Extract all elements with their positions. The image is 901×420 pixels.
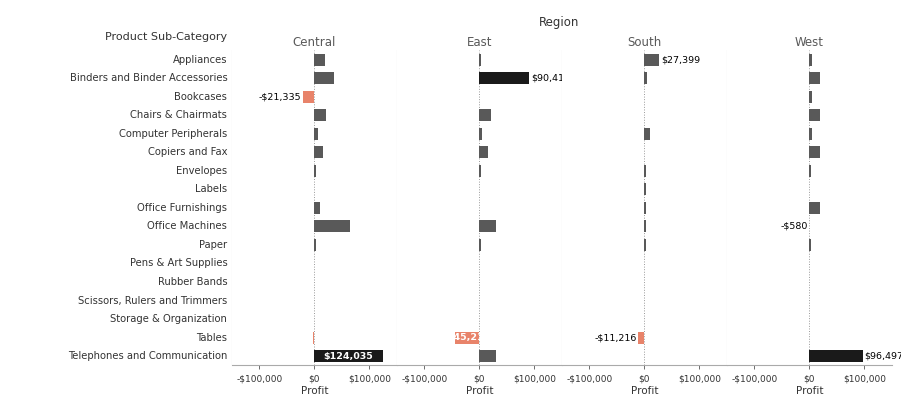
- Text: Storage & Organization: Storage & Organization: [111, 314, 227, 324]
- Text: -$45,218: -$45,218: [443, 333, 491, 342]
- Bar: [314, 165, 316, 177]
- Bar: [809, 146, 821, 158]
- Bar: [479, 109, 491, 121]
- Bar: [809, 165, 811, 177]
- Text: Product Sub-Category: Product Sub-Category: [105, 32, 227, 42]
- Bar: [314, 109, 326, 121]
- Text: Office Furnishings: Office Furnishings: [137, 203, 227, 213]
- Bar: [479, 128, 482, 140]
- Text: Bookcases: Bookcases: [175, 92, 227, 102]
- Text: Region: Region: [539, 16, 578, 29]
- Bar: [479, 72, 529, 84]
- Bar: [644, 72, 647, 84]
- Text: Labels: Labels: [196, 184, 227, 194]
- Bar: [809, 202, 821, 214]
- Text: Pens & Art Supplies: Pens & Art Supplies: [130, 258, 227, 268]
- Bar: [809, 350, 862, 362]
- Bar: [314, 202, 320, 214]
- Text: -$580: -$580: [780, 222, 807, 231]
- Text: $27,399: $27,399: [661, 55, 700, 64]
- Bar: [644, 220, 646, 232]
- Bar: [644, 54, 660, 66]
- Bar: [314, 72, 333, 84]
- X-axis label: Profit: Profit: [796, 386, 824, 396]
- Bar: [479, 54, 481, 66]
- Bar: [314, 54, 325, 66]
- Text: Appliances: Appliances: [173, 55, 227, 65]
- Title: South: South: [627, 36, 661, 49]
- Bar: [314, 220, 350, 232]
- Bar: [644, 184, 645, 195]
- Text: Binders and Binder Accessories: Binders and Binder Accessories: [69, 73, 227, 83]
- Text: Office Machines: Office Machines: [148, 221, 227, 231]
- Bar: [809, 91, 812, 103]
- Text: Envelopes: Envelopes: [177, 166, 227, 176]
- X-axis label: Profit: Profit: [301, 386, 328, 396]
- Bar: [644, 239, 645, 251]
- Bar: [644, 165, 645, 177]
- Bar: [644, 128, 650, 140]
- Text: Telephones and Communication: Telephones and Communication: [68, 351, 227, 361]
- Bar: [479, 239, 481, 251]
- Bar: [314, 146, 323, 158]
- X-axis label: Profit: Profit: [631, 386, 658, 396]
- X-axis label: Profit: Profit: [466, 386, 493, 396]
- Bar: [479, 220, 496, 232]
- Bar: [809, 109, 821, 121]
- Bar: [303, 91, 314, 103]
- Bar: [809, 54, 812, 66]
- Text: -$11,216: -$11,216: [595, 333, 637, 342]
- Bar: [479, 350, 496, 362]
- Bar: [314, 350, 383, 362]
- Bar: [313, 331, 314, 344]
- Title: West: West: [795, 36, 824, 49]
- Bar: [479, 165, 481, 177]
- Bar: [314, 239, 316, 251]
- Bar: [809, 239, 811, 251]
- Text: Paper: Paper: [199, 240, 227, 250]
- Text: $96,497: $96,497: [864, 352, 901, 361]
- Text: Chairs & Chairmats: Chairs & Chairmats: [131, 110, 227, 120]
- Text: Tables: Tables: [196, 333, 227, 343]
- Title: East: East: [467, 36, 492, 49]
- Text: Rubber Bands: Rubber Bands: [158, 277, 227, 287]
- Text: -$21,335: -$21,335: [259, 92, 301, 101]
- Bar: [638, 331, 644, 344]
- Bar: [809, 72, 821, 84]
- Text: Scissors, Rulers and Trimmers: Scissors, Rulers and Trimmers: [78, 296, 227, 305]
- Text: Computer Peripherals: Computer Peripherals: [119, 129, 227, 139]
- Bar: [314, 128, 318, 140]
- Text: $90,413: $90,413: [531, 74, 570, 83]
- Title: Central: Central: [293, 36, 336, 49]
- Text: $124,035: $124,035: [323, 352, 373, 361]
- Bar: [454, 331, 479, 344]
- Bar: [809, 128, 812, 140]
- Bar: [644, 202, 646, 214]
- Bar: [479, 146, 487, 158]
- Text: Copiers and Fax: Copiers and Fax: [148, 147, 227, 158]
